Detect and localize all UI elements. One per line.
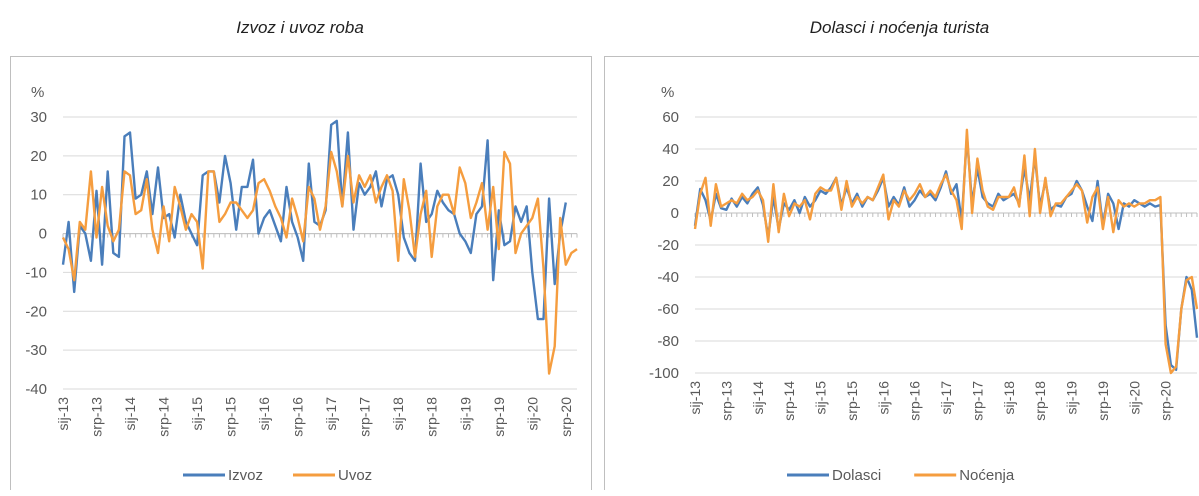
- y-tick-label: 30: [30, 109, 47, 126]
- x-tick-label: sij-18: [1001, 381, 1017, 415]
- x-tick-label: sij-20: [524, 397, 540, 431]
- y-tick-label: 40: [662, 141, 679, 158]
- x-tick-label: sij-20: [1126, 381, 1142, 415]
- x-tick-label: sij-13: [687, 381, 703, 415]
- x-tick-label: sij-15: [189, 397, 205, 431]
- series-line-izvoz: [61, 119, 567, 321]
- x-tick-label: sij-17: [938, 381, 954, 415]
- x-tick-label: srp-18: [1032, 381, 1048, 421]
- x-tick-label: sij-17: [323, 397, 339, 431]
- legend-label: Uvoz: [338, 467, 372, 484]
- y-tick-label: 0: [671, 205, 679, 222]
- x-tick-label: srp-17: [969, 381, 985, 421]
- y-tick-label: 60: [662, 109, 679, 126]
- y-axis-unit-label: %: [31, 84, 44, 101]
- chart-right: % 60 40 20 0 -20 -40 -60 -80 -100 sij-13 srp-13 sij-…: [649, 84, 1199, 484]
- chart-title-right: Dolasci i noćenja turista: [809, 18, 990, 37]
- legend-label: Izvoz: [228, 467, 263, 484]
- series-line-noenja: [693, 128, 1199, 375]
- y-tick-label: 0: [39, 226, 47, 243]
- x-tick-label: sij-13: [55, 397, 71, 431]
- x-tick-label: sij-16: [256, 397, 272, 431]
- x-tick-label: srp-19: [1095, 381, 1111, 421]
- x-tick-label: srp-15: [844, 381, 860, 421]
- series-line-dolasci: [693, 134, 1199, 371]
- y-tick-label: -20: [25, 303, 47, 320]
- x-tick-label: srp-14: [781, 381, 797, 421]
- y-tick-label: -100: [649, 365, 679, 382]
- x-tick-label: srp-18: [424, 397, 440, 437]
- y-axis-unit-label: %: [661, 84, 674, 101]
- y-tick-label: -80: [657, 333, 679, 350]
- y-tick-label: -30: [25, 342, 47, 359]
- y-tick-label: 20: [662, 173, 679, 190]
- y-tick-label: 10: [30, 187, 47, 204]
- x-tick-label: srp-13: [89, 397, 105, 437]
- y-tick-label: -40: [657, 269, 679, 286]
- x-tick-label: sij-18: [390, 397, 406, 431]
- x-tick-label: srp-13: [718, 381, 734, 421]
- chart-panel-left: % 30 20 10 0 -10 -20 -30 -40 sij-13 srp-13 sij-14 sr…: [10, 56, 592, 490]
- chart-panel-right: % 60 40 20 0 -20 -40 -60 -80 -100 sij-13 srp-13 sij-…: [604, 56, 1199, 490]
- x-tick-label: sij-15: [813, 381, 829, 415]
- x-tick-label: sij-14: [122, 397, 138, 431]
- x-tick-label: sij-14: [750, 381, 766, 415]
- x-tick-label: sij-19: [1064, 381, 1080, 415]
- chart-title-left: Izvoz i uvoz roba: [236, 18, 364, 37]
- x-tick-label: srp-16: [907, 381, 923, 421]
- x-tick-label: srp-14: [156, 397, 172, 437]
- y-tick-label: -40: [25, 381, 47, 398]
- chart-left: % 30 20 10 0 -10 -20 -30 -40 sij-13 srp-13 sij-14 sr…: [25, 84, 578, 484]
- x-tick-label: sij-19: [457, 397, 473, 431]
- x-tick-label: srp-20: [558, 397, 574, 437]
- y-tick-label: -10: [25, 264, 47, 281]
- x-tick-label: srp-17: [357, 397, 373, 437]
- x-tick-label: srp-19: [491, 397, 507, 437]
- legend-label: Dolasci: [832, 467, 881, 484]
- series-line-uvoz: [61, 150, 578, 375]
- x-tick-label: srp-15: [223, 397, 239, 437]
- x-tick-label: sij-16: [875, 381, 891, 415]
- x-tick-label: srp-16: [290, 397, 306, 437]
- x-tick-label: srp-20: [1158, 381, 1174, 421]
- y-tick-label: -60: [657, 301, 679, 318]
- y-tick-label: -20: [657, 237, 679, 254]
- legend-label: Noćenja: [959, 467, 1015, 484]
- y-tick-label: 20: [30, 148, 47, 165]
